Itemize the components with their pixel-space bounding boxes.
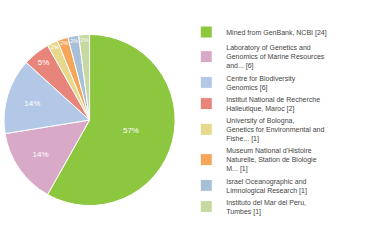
svg-text:2%: 2% xyxy=(60,40,68,46)
svg-text:14%: 14% xyxy=(24,99,40,108)
svg-text:5%: 5% xyxy=(38,58,50,67)
svg-text:57%: 57% xyxy=(123,126,139,135)
svg-text:Laboratory of Genetics andGeno: Laboratory of Genetics andGenomics of Ma… xyxy=(226,44,325,70)
svg-text:University of Bologna,Genetics: University of Bologna,Genetics for Envir… xyxy=(226,117,324,143)
svg-text:Instituto del Mar del Peru,Tum: Instituto del Mar del Peru,Tumbes [1] xyxy=(226,199,306,216)
svg-text:Centre for BiodiversityGenomic: Centre for BiodiversityGenomics [6] xyxy=(226,75,295,92)
svg-text:Israel Oceanographic andLimnol: Israel Oceanographic andLimnological Res… xyxy=(226,178,307,195)
svg-text:2%: 2% xyxy=(70,38,78,44)
svg-text:2%: 2% xyxy=(51,44,59,50)
svg-text:Museum National d'HistoireNatu: Museum National d'HistoireNaturelle, Sta… xyxy=(226,147,316,173)
svg-text:14%: 14% xyxy=(33,150,49,159)
svg-text:2%: 2% xyxy=(80,37,88,43)
svg-text:Institut National de Recherche: Institut National de RechercheHalieutiqu… xyxy=(226,96,320,113)
svg-text:Mined from GenBank, NCBI [24]: Mined from GenBank, NCBI [24] xyxy=(226,29,326,37)
